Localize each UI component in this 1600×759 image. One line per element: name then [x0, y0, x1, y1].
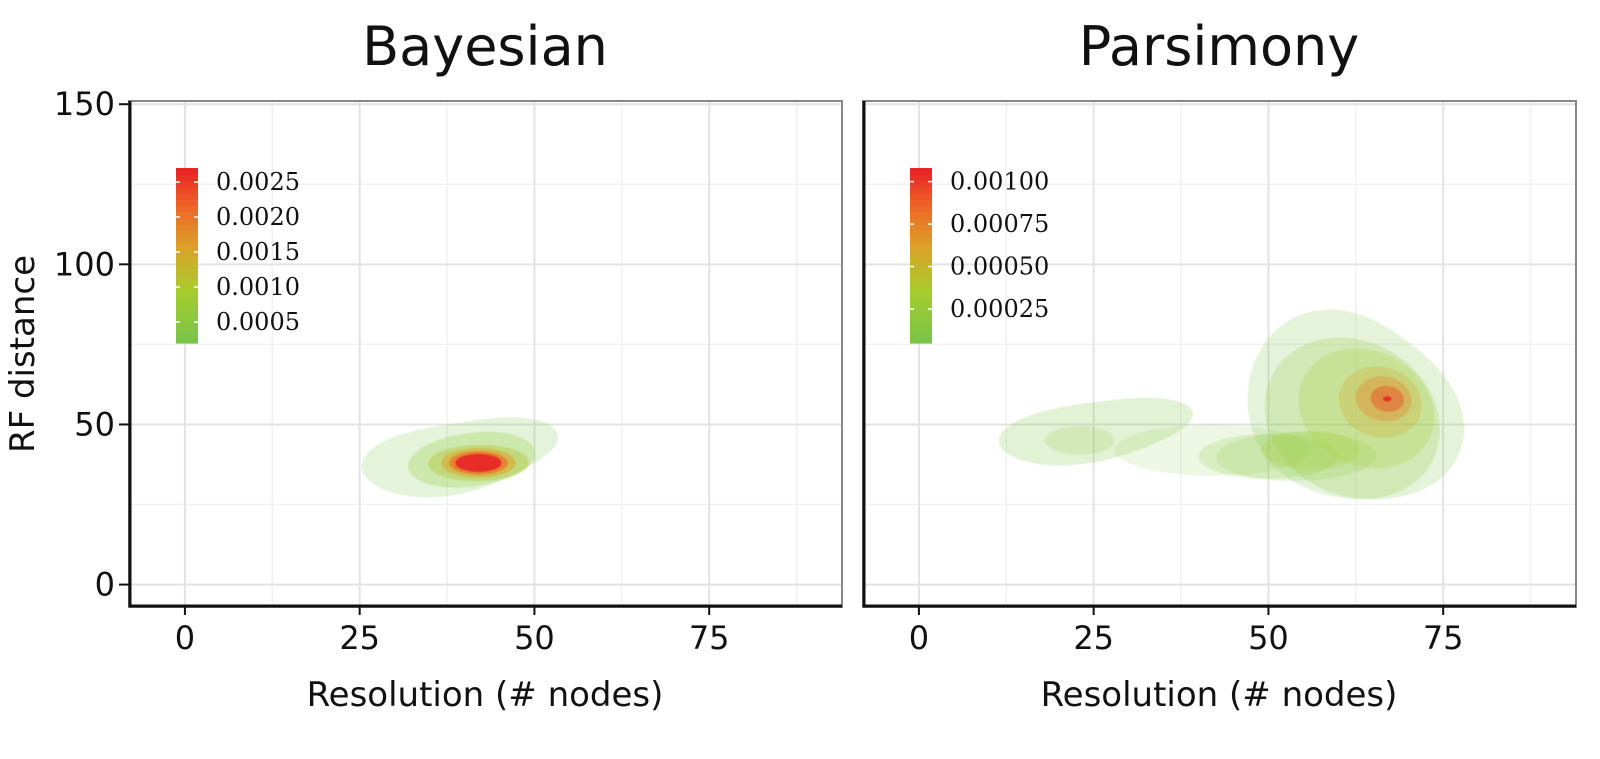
y-axis-label: RF distance	[3, 255, 43, 453]
legend-colorbar-segment	[176, 280, 198, 288]
legend-colorbar-segment	[910, 199, 932, 207]
legend-colorbar-segment	[910, 299, 932, 307]
legend-colorbar-segment	[910, 211, 932, 219]
y-tick-label: 150	[54, 85, 115, 123]
legend-colorbar-segment	[910, 174, 932, 182]
density-contour	[1383, 396, 1392, 402]
legend-colorbar-segment	[910, 330, 932, 338]
y-tick-label: 0	[95, 566, 115, 604]
legend-colorbar-segment	[176, 274, 198, 282]
x-tick-label: 25	[1073, 619, 1114, 657]
legend-colorbar-segment	[176, 236, 198, 244]
legend-colorbar-segment	[910, 193, 932, 200]
x-tick-label: 75	[689, 619, 730, 657]
x-tick-label: 75	[1423, 619, 1464, 657]
legend-colorbar-segment	[910, 336, 932, 344]
legend-colorbar-segment	[910, 224, 932, 232]
legend-colorbar-segment	[176, 230, 198, 238]
legend-colorbar-segment	[176, 218, 198, 225]
legend-colorbar-segment	[910, 218, 932, 225]
legend-colorbar-segment	[176, 336, 198, 344]
legend-colorbar-segment	[176, 174, 198, 182]
legend-colorbar-segment	[176, 305, 198, 313]
legend-colorbar-segment	[910, 286, 932, 294]
panel-bayesian: Bayesian 0 25 50 75 0 50 100 150 Resolution (#…	[3, 15, 843, 715]
legend: 0.00100 0.00075 0.00050 0.00025	[910, 168, 1049, 344]
legend-colorbar-segment	[176, 168, 198, 175]
legend-colorbar-segment	[176, 249, 198, 257]
density-contours	[998, 309, 1464, 500]
grid	[863, 101, 1576, 607]
x-tick-label: 25	[339, 619, 380, 657]
legend-colorbar-segment	[176, 311, 198, 319]
legend-colorbar-segment	[910, 255, 932, 263]
legend-colorbar-segment	[176, 243, 198, 250]
legend-colorbar-segment	[176, 293, 198, 300]
legend-label: 0.00075	[950, 210, 1049, 238]
legend-colorbar-segment	[176, 324, 198, 332]
y-ticks: 0 50 100 150	[54, 85, 129, 604]
panel-parsimony: Parsimony 0 25 50 75 Resolution (# nodes) 0…	[862, 15, 1577, 715]
legend-colorbar-segment	[910, 318, 932, 325]
legend-label: 0.0015	[216, 238, 300, 266]
legend-label: 0.0005	[216, 308, 300, 336]
legend-colorbar-segment	[910, 311, 932, 319]
chart-title: Bayesian	[362, 15, 608, 78]
legend-colorbar-segment	[910, 274, 932, 282]
x-tick-label: 0	[909, 619, 929, 657]
legend-colorbar-segment	[176, 205, 198, 213]
legend-label: 0.00050	[950, 253, 1049, 281]
legend-colorbar-segment	[910, 230, 932, 238]
legend: 0.0025 0.0020 0.0015 0.0010 0.0005	[176, 168, 300, 344]
legend-colorbar-segment	[176, 318, 198, 325]
legend-label: 0.0010	[216, 273, 300, 301]
legend-colorbar-segment	[910, 324, 932, 332]
legend-colorbar-segment	[176, 330, 198, 338]
legend-colorbar-segment	[176, 261, 198, 269]
legend-colorbar-segment	[176, 180, 198, 188]
legend-colorbar-segment	[910, 243, 932, 250]
y-tick-label: 100	[54, 245, 115, 283]
legend-colorbar-segment	[176, 211, 198, 219]
legend-colorbar-segment	[910, 293, 932, 300]
legend-colorbar-segment	[910, 280, 932, 288]
legend-label: 0.00025	[950, 295, 1049, 323]
legend-colorbar-segment	[176, 268, 198, 275]
x-tick-label: 50	[1248, 619, 1289, 657]
legend-colorbar-segment	[176, 193, 198, 200]
density-contour	[455, 453, 502, 472]
x-tick-label: 50	[514, 619, 555, 657]
legend-colorbar-segment	[910, 186, 932, 194]
density-contours	[361, 417, 559, 498]
legend-label: 0.00100	[950, 168, 1049, 196]
x-axis-label: Resolution (# nodes)	[307, 675, 664, 715]
legend-colorbar-segment	[176, 224, 198, 232]
density-contour	[1044, 426, 1115, 455]
legend-colorbar-segment	[176, 255, 198, 263]
legend-colorbar-segment	[910, 268, 932, 275]
y-tick-label: 50	[74, 405, 115, 443]
x-ticks: 0 25 50 75	[909, 607, 1464, 657]
legend-colorbar-segment	[910, 305, 932, 313]
legend-colorbar-segment	[910, 168, 932, 175]
x-tick-label: 0	[175, 619, 195, 657]
legend-label: 0.0025	[216, 168, 300, 196]
legend-colorbar-segment	[910, 205, 932, 213]
x-axis-label: Resolution (# nodes)	[1041, 675, 1398, 715]
legend-colorbar-segment	[910, 261, 932, 269]
x-ticks: 0 25 50 75	[175, 607, 730, 657]
legend-colorbar-segment	[176, 186, 198, 194]
legend-colorbar-segment	[910, 180, 932, 188]
legend-label: 0.0020	[216, 203, 300, 231]
legend-colorbar-segment	[176, 286, 198, 294]
legend-colorbar-segment	[910, 249, 932, 257]
legend-colorbar-segment	[910, 236, 932, 244]
legend-colorbar-segment	[176, 299, 198, 307]
legend-colorbar-segment	[176, 199, 198, 207]
chart-title: Parsimony	[1079, 15, 1359, 78]
